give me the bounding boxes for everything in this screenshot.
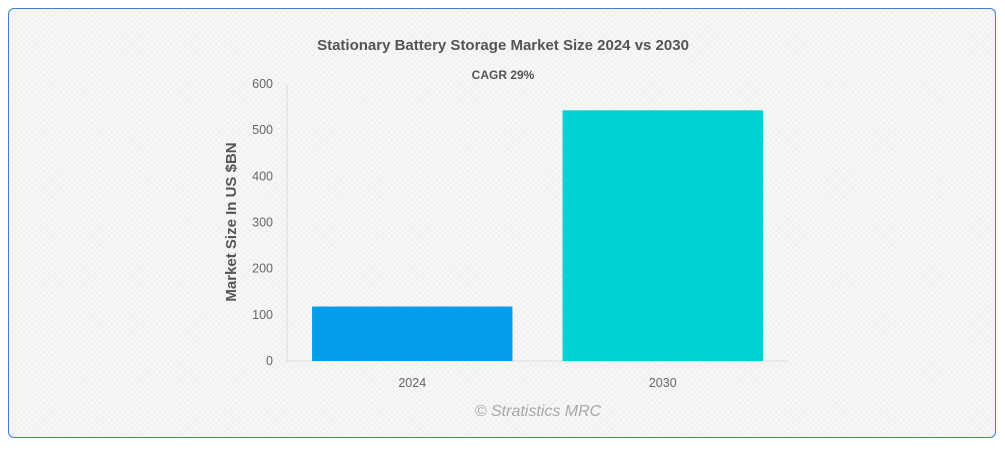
x-axis-ticks: 2024 2030 — [398, 376, 676, 390]
y-tick-label: 400 — [252, 169, 273, 183]
cagr-annotation: CAGR 29% — [472, 68, 535, 82]
y-tick-label: 500 — [252, 123, 273, 137]
y-tick-label: 600 — [252, 77, 273, 91]
y-tick-label: 100 — [252, 308, 273, 322]
y-tick-label: 0 — [266, 354, 273, 368]
bar-2024 — [312, 306, 513, 361]
watermark: © Stratistics MRC — [475, 403, 602, 420]
y-tick-label: 200 — [252, 262, 273, 276]
bar-2030 — [562, 110, 763, 361]
bars — [312, 110, 763, 361]
x-tick-label-2030: 2030 — [649, 376, 677, 390]
x-tick-label-2024: 2024 — [398, 376, 426, 390]
y-tick-label: 300 — [252, 216, 273, 230]
chart-title: Stationary Battery Storage Market Size 2… — [317, 37, 689, 54]
y-axis-label: Market Size In US $BN — [223, 142, 240, 301]
y-axis-ticks: 0 100 200 300 400 500 600 — [252, 77, 273, 368]
chart-frame — [8, 8, 996, 438]
